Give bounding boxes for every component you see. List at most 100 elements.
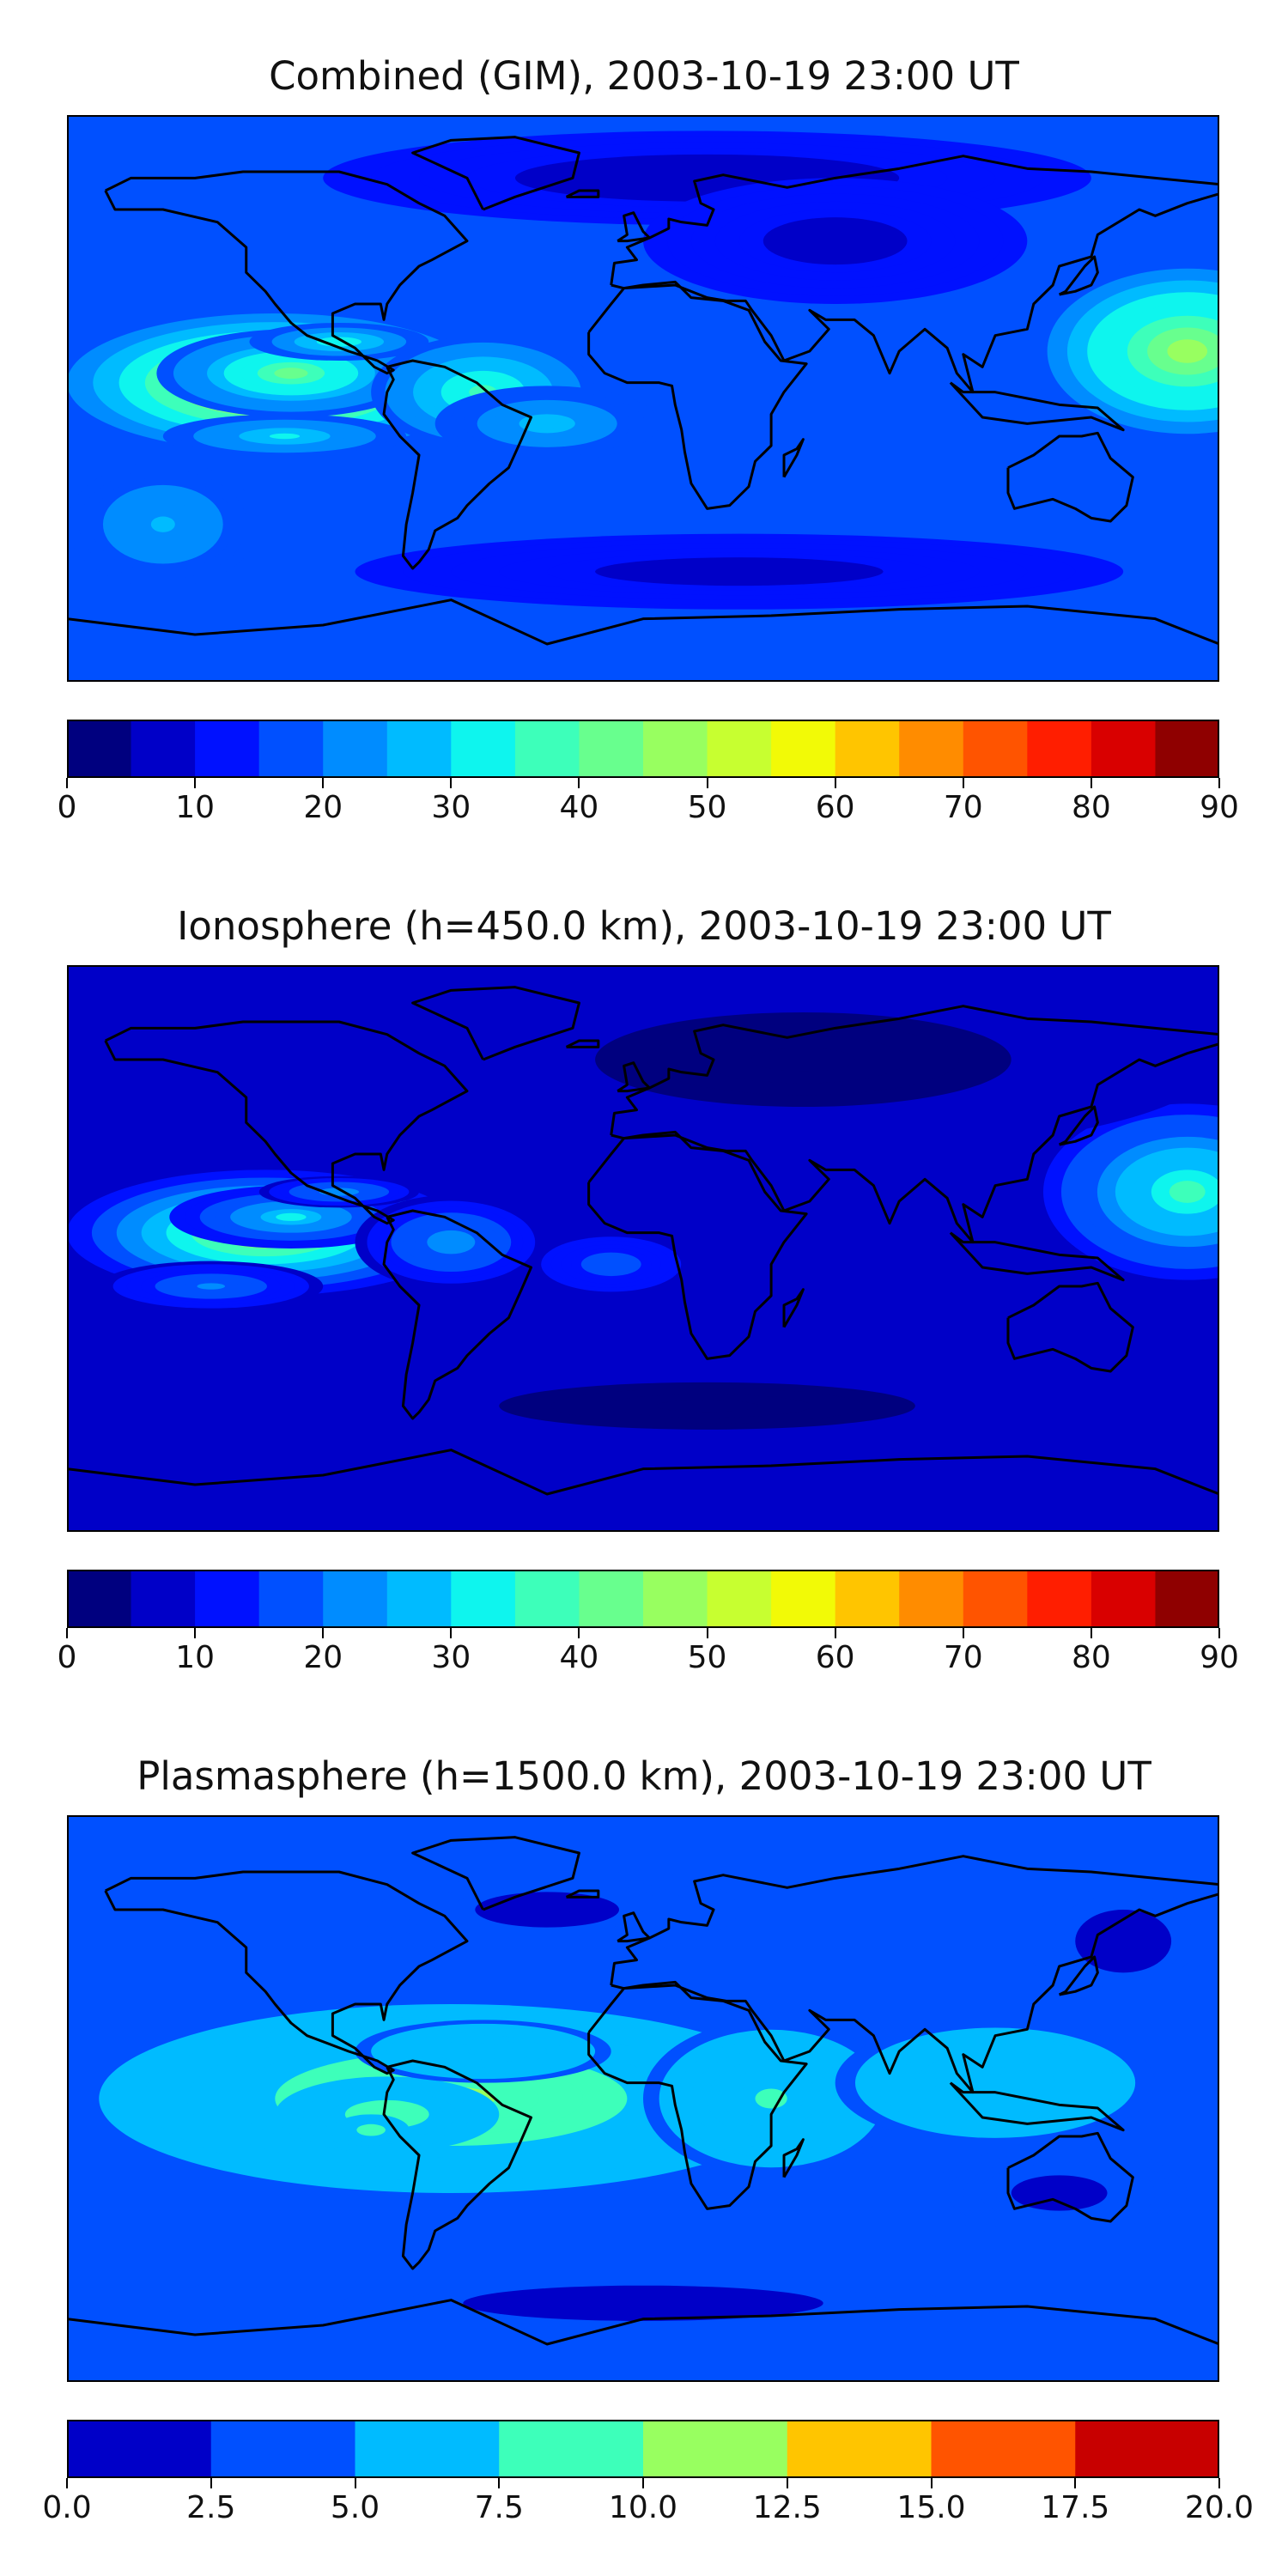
colorbar-tick-label: 80: [1071, 1640, 1111, 1675]
colorbar-band-16: [1091, 720, 1156, 778]
heatmap-contour-6-7: [1167, 339, 1208, 363]
heatmap-contour-6-7: [1169, 1181, 1206, 1203]
colorbar-band-3: [258, 720, 324, 778]
colorbar-band-4: [323, 720, 388, 778]
heatmap-contour-9-7: [690, 567, 787, 577]
coastline-5: [1006, 431, 1134, 523]
colorbar-band-2: [355, 2420, 500, 2478]
colorbar-tick-mark: [322, 1628, 325, 1638]
colorbar-tick-mark: [210, 2478, 212, 2488]
coastline-10: [617, 211, 651, 243]
colorbar-tick-mark: [1074, 2478, 1077, 2488]
colorbar-tick-mark: [66, 778, 68, 788]
colorbar-tick-label: 10: [175, 1640, 216, 1675]
colorbar-tick-label: 90: [1200, 790, 1239, 825]
colorbar-tick-label: 60: [815, 1640, 855, 1675]
colorbar-tick-mark: [1218, 1628, 1220, 1638]
colorbar-tick-label: 10: [175, 790, 216, 825]
coastline-0: [104, 1020, 469, 1225]
colorbar-band-0: [67, 1570, 132, 1628]
heatmap-contour-1-7: [276, 1212, 307, 1221]
heatmap-contour-8-7: [654, 1400, 760, 1413]
colorbar-tick-label: 20: [303, 790, 343, 825]
coastline-2: [411, 986, 580, 1061]
colorbar-tick-mark: [66, 1628, 68, 1638]
colorbar-band-16: [1091, 1570, 1156, 1628]
heatmap-contour-10-7: [150, 516, 175, 532]
colorbar-tick-label: 0.0: [42, 2490, 92, 2525]
heatmap-contour-3-7: [197, 1283, 226, 1290]
coastline-6: [782, 1288, 805, 1328]
colorbar-band-3: [499, 2420, 644, 2478]
colorbar-tick-label: 2.5: [186, 2490, 236, 2525]
colorbar-tick-label: 5.0: [330, 2490, 380, 2525]
colorbar-band-17: [1155, 1570, 1219, 1628]
colorbar-tick-label: 40: [559, 790, 599, 825]
heatmap-contour-8-7: [811, 233, 860, 249]
heatmap-contour-7-7: [523, 1904, 572, 1916]
coastline-2: [411, 1836, 580, 1911]
colorbar-tick-mark: [642, 2478, 644, 2488]
colorbar-tick-mark: [1090, 1628, 1092, 1638]
heatmap-contour-7-7: [750, 1048, 855, 1072]
coastline-9: [1058, 1105, 1099, 1146]
colorbar-plasmasphere: [67, 2420, 1219, 2478]
heatmap-contour-5-7: [532, 418, 562, 428]
colorbar-ticks-ionosphere: 0 10 20 30 40 50 60 70 80 90: [58, 1628, 1239, 1680]
colorbar-tick-label: 10.0: [608, 2490, 678, 2525]
coastline-3: [610, 1855, 1219, 2094]
colorbar-ticks-plasmasphere: 0.0 2.5 5.0 7.5 10.0 12.5 15.0 17.5 20.0: [42, 2478, 1254, 2530]
colorbar-ticks-combined: 0 10 20 30 40 50 60 70 80 90: [58, 778, 1239, 829]
colorbar-tick-label: 0: [57, 1640, 77, 1675]
colorbar-band-4: [323, 1570, 388, 1628]
colorbar-tick-label: 30: [431, 1640, 471, 1675]
colorbar-band-14: [963, 1570, 1028, 1628]
coastline-4: [587, 1130, 808, 1360]
colorbar-band-15: [1027, 1570, 1092, 1628]
chart-title: Ionosphere (h=450.0 km), 2003-10-19 23:0…: [177, 903, 1111, 949]
colorbar-band-12: [835, 720, 900, 778]
coastline-2: [411, 136, 580, 211]
colorbar-tick-label: 30: [431, 790, 471, 825]
coastline-1: [382, 359, 533, 570]
heatmap-panel-combined: [67, 115, 1219, 682]
colorbar-tick-label: 12.5: [752, 2490, 822, 2525]
colorbar-frame: [67, 720, 1219, 778]
colorbar-band-13: [899, 720, 964, 778]
colorbar-tick-label: 90: [1200, 1640, 1239, 1675]
coastline-6: [782, 2138, 805, 2178]
colorbar-tick-label: 7.5: [474, 2490, 524, 2525]
colorbar-tick-label: 20: [303, 1640, 343, 1675]
colorbar-band-5: [787, 2420, 932, 2478]
colorbar-band-10: [707, 720, 772, 778]
colorbar-band-17: [1155, 720, 1219, 778]
heatmap-contour-5-7: [601, 1260, 622, 1268]
colorbar-band-2: [195, 720, 260, 778]
colorbar-tick-mark: [1218, 2478, 1220, 2488]
colorbar-tick-mark: [962, 778, 964, 788]
heatmap-contour-3-7: [269, 433, 301, 440]
colorbar-band-11: [771, 720, 836, 778]
heatmap-contour-2-7: [366, 2128, 376, 2132]
colorbar-tick-mark: [834, 1628, 836, 1638]
colorbar-tick-label: 0: [57, 790, 77, 825]
colorbar-band-5: [386, 1570, 452, 1628]
colorbar-band-14: [963, 720, 1028, 778]
colorbar-tick-label: 80: [1071, 790, 1111, 825]
colorbar-tick-mark: [450, 1628, 453, 1638]
coastline-4: [587, 280, 808, 510]
colorbar-tick-mark: [194, 1628, 197, 1638]
colorbar-frame: [67, 2420, 1219, 2478]
colorbar-tick-mark: [706, 778, 708, 788]
coastline-4: [587, 1980, 808, 2210]
colorbar-tick-mark: [1218, 778, 1220, 788]
colorbar-band-10: [707, 1570, 772, 1628]
colorbar-tick-label: 50: [687, 790, 727, 825]
plot-frame: [67, 1815, 1219, 2382]
coastline-9: [1058, 1955, 1099, 1996]
colorbar-band-8: [579, 1570, 644, 1628]
colorbar-tick-mark: [1090, 778, 1092, 788]
coastline-7: [67, 2299, 1219, 2346]
colorbar-band-1: [131, 1570, 196, 1628]
coastline-1: [382, 1209, 533, 1420]
